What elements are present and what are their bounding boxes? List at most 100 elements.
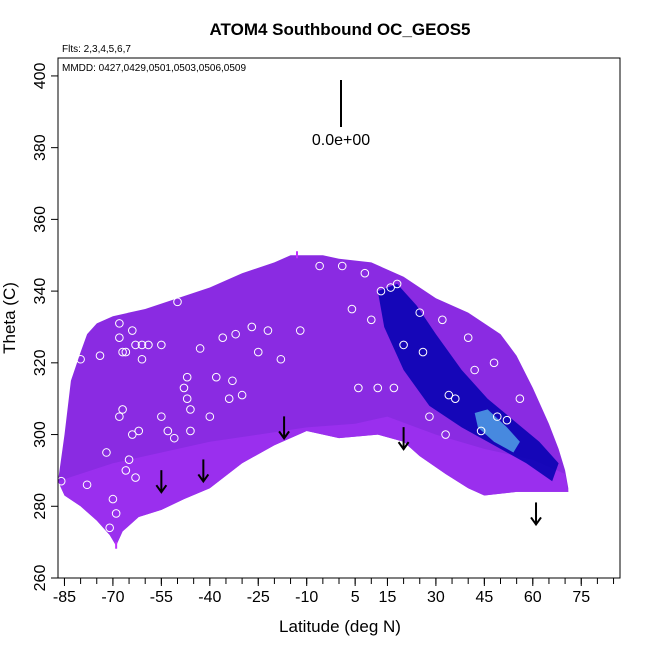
data-point: [444, 390, 454, 400]
data-point: [118, 347, 127, 357]
data-point-markers: [56, 251, 538, 549]
data-point: [115, 319, 124, 328]
data-point: [127, 326, 137, 335]
y-tick-label: 260: [32, 565, 49, 592]
data-point: [182, 372, 192, 382]
data-point: [441, 430, 450, 439]
data-point: [131, 473, 140, 482]
data-point: [108, 494, 118, 504]
x-tick-label: -10: [295, 589, 318, 606]
data-point: [163, 426, 173, 436]
data-point: [237, 390, 247, 400]
data-point: [438, 315, 447, 325]
data-point: [376, 286, 386, 296]
field-dark-region: [377, 283, 559, 482]
data-point: [169, 433, 179, 443]
y-tick-label: 340: [32, 278, 49, 305]
data-point: [121, 466, 131, 475]
data-point: [392, 279, 402, 289]
data-point: [186, 405, 195, 414]
data-point: [121, 347, 131, 357]
wind-arrows: [155, 416, 542, 527]
data-point: [528, 329, 538, 339]
data-point: [95, 351, 105, 360]
x-tick-label: 75: [572, 589, 590, 606]
data-point: [179, 383, 189, 393]
data-point: [470, 365, 479, 375]
y-tick-label: 400: [32, 62, 49, 89]
x-tick-label: -85: [53, 589, 76, 606]
y-tick-label: 320: [32, 349, 49, 376]
data-point: [124, 455, 134, 464]
data-point: [144, 340, 153, 350]
data-point: [366, 315, 376, 325]
data-point: [415, 308, 425, 317]
data-point: [186, 426, 195, 436]
x-tick-label: -70: [101, 589, 124, 606]
data-point: [56, 476, 66, 486]
data-point: [105, 523, 114, 533]
data-point: [276, 354, 286, 364]
data-point: [463, 333, 473, 343]
x-tick-label: -55: [150, 589, 173, 606]
data-point: [137, 354, 147, 364]
data-point: [418, 347, 428, 357]
data-point: [111, 509, 121, 518]
chart-title: ATOM4 Southbound OC_GEOS5: [210, 20, 471, 39]
data-point: [76, 354, 85, 364]
data-point: [476, 426, 486, 436]
data-point: [157, 340, 166, 350]
data-point: [425, 412, 434, 421]
x-axis: -85 -70 -55 -40 -25 -10 5 15 30 45 60 75: [53, 577, 618, 606]
x-tick-label: -25: [247, 589, 270, 606]
wind-arrow: [155, 470, 168, 494]
data-point: [483, 315, 492, 325]
data-point: [195, 344, 205, 353]
data-point: [131, 340, 140, 350]
data-point: [102, 448, 111, 457]
data-point: [157, 412, 166, 421]
y-axis: 260 280 300 320 340 360 380 400: [32, 62, 58, 591]
data-point: [450, 394, 460, 403]
data-point: [354, 383, 363, 393]
data-point: [360, 268, 370, 278]
data-point: [337, 261, 347, 271]
y-tick-label: 360: [32, 206, 49, 233]
data-point: [515, 394, 525, 403]
field-lower-band: [58, 416, 569, 546]
data-point: [115, 412, 124, 421]
data-point: [502, 415, 512, 425]
data-point: [134, 426, 144, 436]
data-point: [247, 322, 257, 332]
data-point: [263, 326, 273, 335]
wind-arrow: [397, 427, 410, 451]
data-point: [118, 405, 127, 414]
x-tick-label: 15: [379, 589, 397, 606]
data-point: [389, 383, 399, 393]
x-axis-label: Latitude (deg N): [279, 617, 401, 636]
y-tick-label: 280: [32, 493, 49, 520]
data-point: [315, 261, 324, 271]
y-axis-label: Theta (C): [0, 282, 19, 354]
wind-arrow: [278, 416, 290, 441]
data-point: [218, 333, 228, 343]
x-tick-label: 45: [475, 589, 493, 606]
data-point: [489, 358, 499, 368]
wind-arrow: [197, 459, 210, 484]
data-point: [115, 333, 124, 343]
curtain-field: [58, 255, 569, 546]
flights-label: Flts: 2,3,4,5,6,7: [62, 44, 131, 55]
data-point: [373, 383, 383, 393]
data-point: [492, 412, 502, 421]
y-tick-label: 380: [32, 134, 49, 161]
x-tick-label: -40: [198, 589, 221, 606]
data-point: [173, 297, 182, 307]
data-point: [295, 326, 305, 335]
data-point: [228, 376, 237, 386]
data-point: [127, 430, 137, 439]
data-point: [231, 329, 240, 339]
data-point: [182, 394, 192, 403]
data-point: [211, 372, 221, 382]
data-point: [347, 304, 357, 314]
